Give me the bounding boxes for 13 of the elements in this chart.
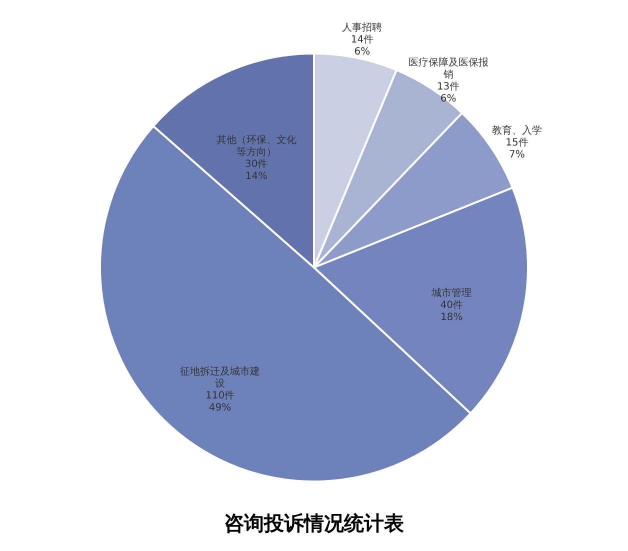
slice-label: 人事招聘 [342,21,382,34]
slice-label: 其他（环保、文化等方向） [216,134,296,158]
slice-label: 城市管理 [430,287,472,300]
data-label: 110件 49% [205,390,235,414]
data-label: 40件 18% [440,300,464,324]
data-label: 30件 14% [244,158,268,182]
slice-label: 征地拆迁及城市建设 [180,365,260,390]
slice-label: 教育、入学 [492,124,542,136]
data-label: 13件 6% [436,82,460,105]
slice-label: 医疗保障及医保报销 [408,56,488,81]
data-label: 14件 6% [350,34,374,58]
text: 咨询投诉情况统计表 [224,511,404,535]
data-label: 15件 7% [506,137,528,160]
